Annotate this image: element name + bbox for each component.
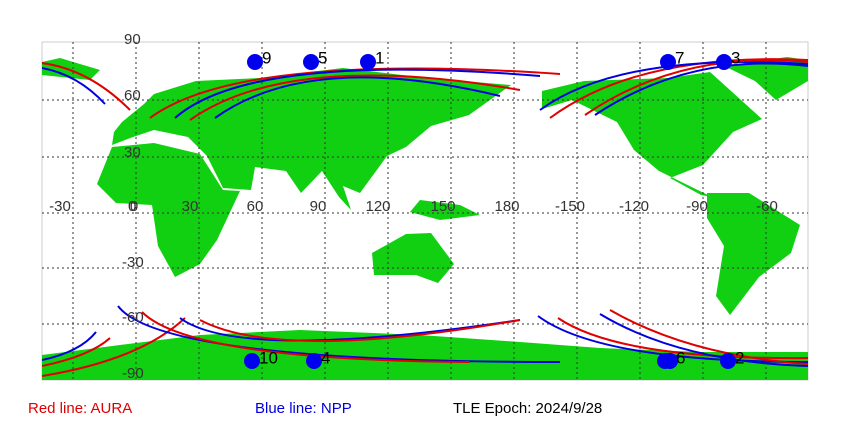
point-label: 1 [375, 48, 384, 67]
point-label: 2 [735, 348, 744, 367]
lon-label: -150 [555, 198, 585, 215]
point-label: 5 [318, 48, 327, 67]
legend-aura: Red line: AURA [28, 400, 132, 417]
tle-epoch: TLE Epoch: 2024/9/28 [453, 400, 602, 417]
point [662, 353, 678, 369]
lon-labels: -30 0 30 60 90 120 150 180 -150 -120 -90… [49, 198, 778, 215]
legend-npp: Blue line: NPP [255, 400, 352, 417]
lat-label: -90 [122, 365, 144, 382]
map-layer [42, 42, 808, 380]
lat-label: -30 [122, 254, 144, 271]
lat-label: -60 [122, 309, 144, 326]
point-label: 10 [259, 348, 278, 367]
point-label: 7 [675, 48, 684, 67]
tracks [42, 58, 808, 377]
lat-label: 60 [124, 87, 141, 104]
land [42, 57, 808, 380]
point [244, 353, 260, 369]
lon-label: 180 [494, 198, 519, 215]
point-label: 6 [676, 348, 685, 367]
lon-label: 60 [247, 198, 264, 215]
point-label: 4 [321, 348, 330, 367]
point-label: 9 [262, 48, 271, 67]
lon-label: 90 [310, 198, 327, 215]
lon-label: -90 [686, 198, 708, 215]
point [716, 54, 732, 70]
lon-label: 0 [130, 198, 138, 215]
point [306, 353, 322, 369]
lon-label: -120 [619, 198, 649, 215]
lat-label: 90 [124, 31, 141, 48]
point [303, 54, 319, 70]
lat-label: 0 [128, 198, 136, 215]
point [247, 54, 263, 70]
lon-label: 150 [430, 198, 455, 215]
lat-label: 30 [124, 144, 141, 161]
point [660, 54, 676, 70]
lat-labels: 90 60 30 0 -30 -60 -90 [122, 31, 144, 382]
point-label: 3 [731, 48, 740, 67]
lon-label: -60 [756, 198, 778, 215]
lon-label: 120 [365, 198, 390, 215]
legend: Red line: AURA Blue line: NPP TLE Epoch:… [28, 400, 602, 417]
point [720, 353, 736, 369]
grid [42, 42, 808, 380]
point [360, 54, 376, 70]
satellite-points: 9 5 1 7 3 10 4 6 2 [244, 48, 744, 369]
lon-label: 30 [182, 198, 199, 215]
lon-label: -30 [49, 198, 71, 215]
